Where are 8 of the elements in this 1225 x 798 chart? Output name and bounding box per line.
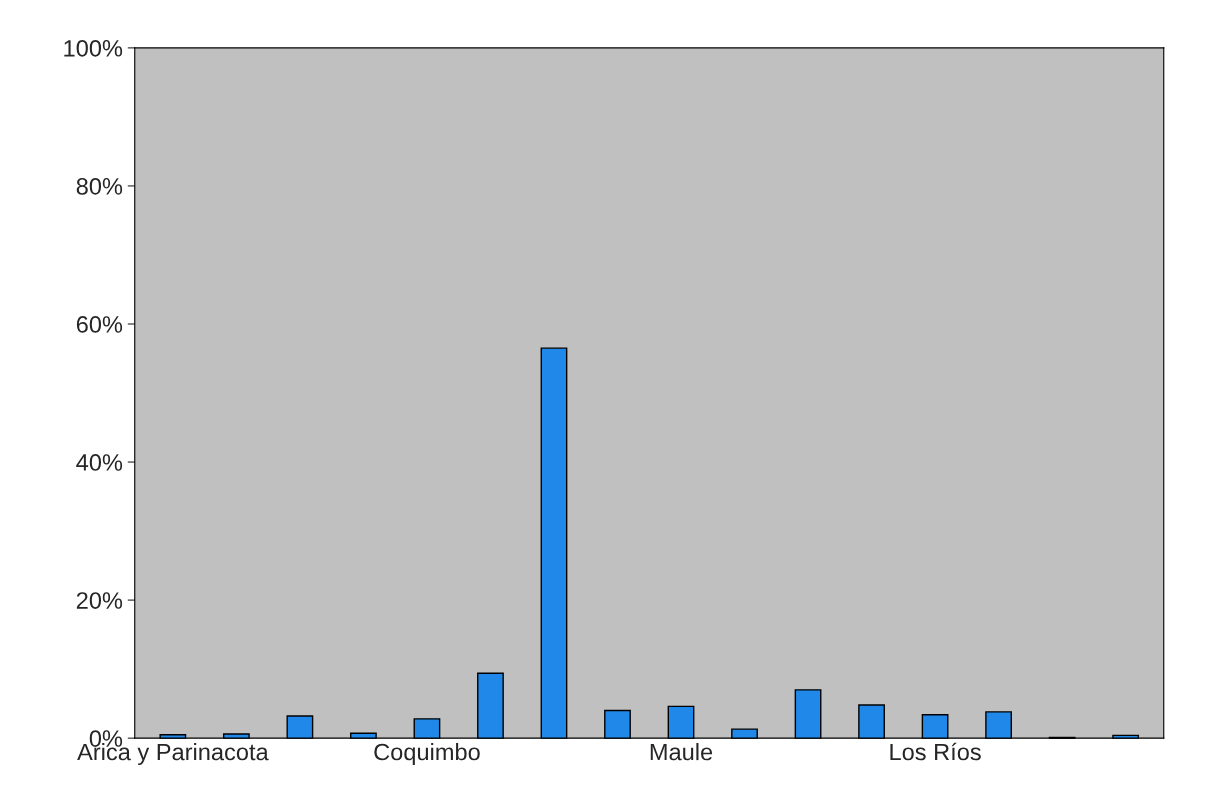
y-tick-label: 100% [64, 39, 123, 57]
x-tick-label: Maule [650, 743, 713, 761]
y-tick-label: 60% [76, 316, 123, 333]
x-tick-label: Los Ríos [890, 742, 981, 761]
x-tick-label: Coquimbo [374, 743, 480, 766]
y-tick-label: 80% [76, 178, 123, 195]
y-tick-label: 20% [76, 592, 123, 609]
y-tick-label: 40% [76, 454, 123, 471]
